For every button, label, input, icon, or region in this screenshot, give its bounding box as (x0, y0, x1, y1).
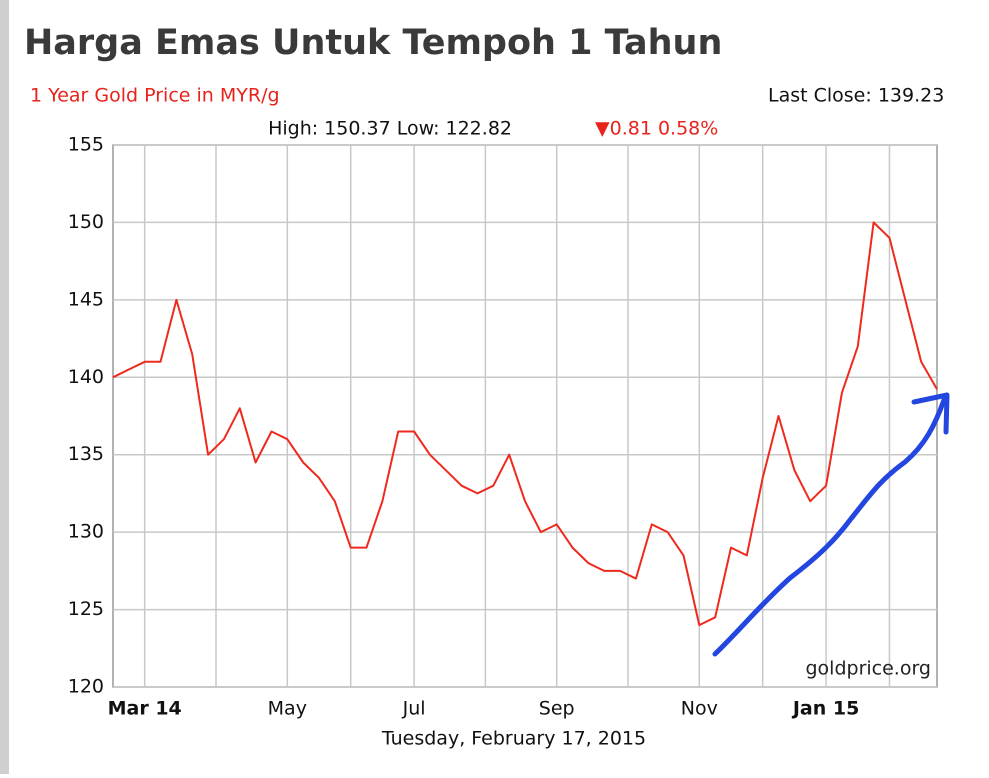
annotation-arrow (712, 392, 950, 657)
source: goldprice.org (805, 658, 931, 680)
page-title: Harga Emas Untuk Tempoh 1 Tahun (24, 23, 722, 63)
y-tick-label: 130 (68, 521, 104, 543)
plot-area (112, 144, 938, 688)
y-tick-label: 135 (68, 443, 104, 465)
y-tick-label: 120 (68, 676, 104, 698)
x-tick-label: Nov (681, 698, 718, 720)
x-tick-label: May (268, 698, 307, 720)
y-tick-label: 140 (68, 366, 104, 388)
x-tick-label: Mar 14 (108, 698, 182, 720)
y-tick-label: 155 (68, 134, 104, 156)
left-edge (0, 0, 9, 774)
chart-subtitle: 1 Year Gold Price in MYR/g (30, 85, 280, 107)
price-line (112, 221, 938, 627)
y-tick-label: 125 (68, 598, 104, 620)
x-tick-label: Sep (539, 698, 575, 720)
y-tick-label: 150 (68, 211, 104, 233)
x-tick-label: Jul (402, 698, 426, 720)
high-low: High: 150.37 Low: 122.82 (268, 118, 512, 140)
y-tick-label: 145 (68, 288, 104, 310)
arrow-head (911, 392, 950, 435)
change: ▼0.81 0.58% (595, 118, 718, 140)
arrow-shaft (712, 397, 947, 657)
date-label: Tuesday, February 17, 2015 (381, 728, 646, 750)
last-close: Last Close: 139.23 (768, 85, 944, 107)
x-tick-label: Jan 15 (791, 698, 859, 720)
